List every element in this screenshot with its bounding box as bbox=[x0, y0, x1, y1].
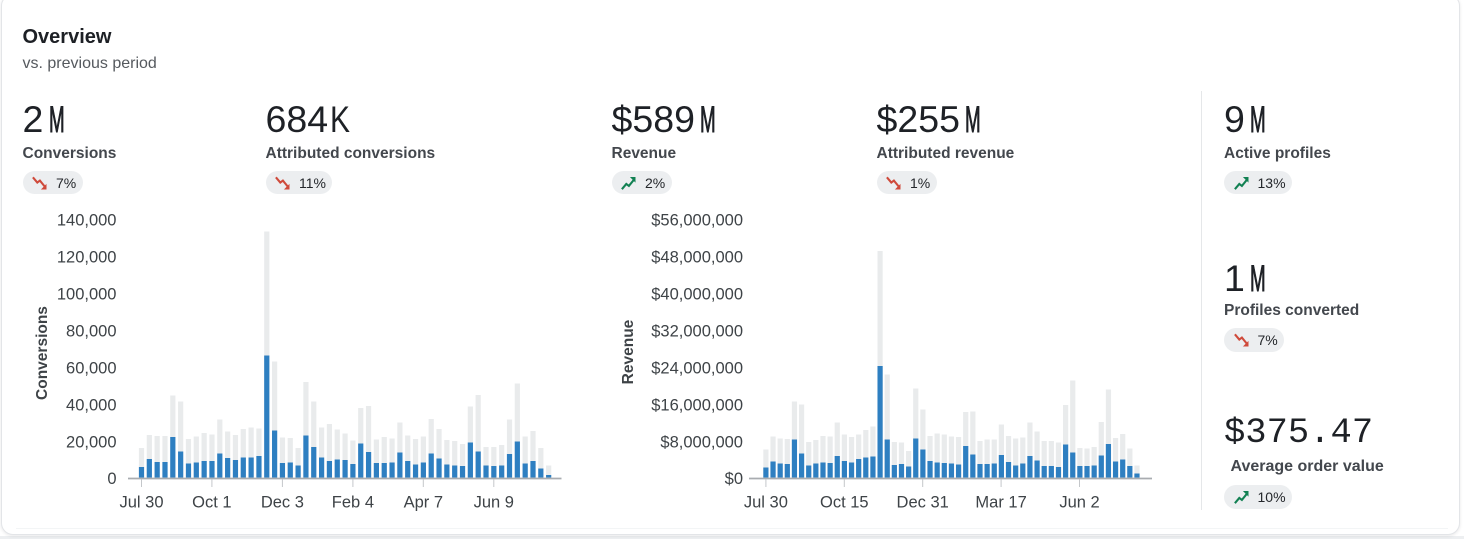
svg-text:Dec 3: Dec 3 bbox=[261, 494, 304, 512]
svg-text:Feb 4: Feb 4 bbox=[332, 494, 374, 512]
svg-text:120,000: 120,000 bbox=[57, 249, 117, 267]
svg-text:100,000: 100,000 bbox=[57, 286, 117, 304]
svg-text:Jul 30: Jul 30 bbox=[119, 494, 163, 512]
svg-text:$40,000,000: $40,000,000 bbox=[651, 286, 743, 304]
svg-text:Jun 9: Jun 9 bbox=[474, 494, 514, 512]
svg-text:Revenue: Revenue bbox=[620, 319, 637, 384]
svg-text:Jul 30: Jul 30 bbox=[744, 494, 788, 512]
svg-text:$16,000,000: $16,000,000 bbox=[651, 396, 743, 414]
svg-text:140,000: 140,000 bbox=[57, 212, 117, 230]
svg-text:Mar 17: Mar 17 bbox=[975, 494, 1026, 512]
svg-text:Dec 31: Dec 31 bbox=[897, 494, 949, 512]
svg-text:$56,000,000: $56,000,000 bbox=[651, 212, 743, 230]
svg-text:Conversions: Conversions bbox=[34, 306, 51, 400]
svg-text:20,000: 20,000 bbox=[66, 433, 116, 451]
svg-text:Jun 2: Jun 2 bbox=[1059, 494, 1099, 512]
svg-text:$48,000,000: $48,000,000 bbox=[651, 249, 743, 267]
svg-text:$0: $0 bbox=[725, 470, 743, 488]
svg-text:$24,000,000: $24,000,000 bbox=[651, 359, 743, 377]
svg-text:Oct 1: Oct 1 bbox=[192, 494, 231, 512]
svg-text:$32,000,000: $32,000,000 bbox=[651, 323, 743, 341]
svg-text:Apr 7: Apr 7 bbox=[404, 494, 443, 512]
svg-text:80,000: 80,000 bbox=[66, 323, 116, 341]
svg-text:Oct 15: Oct 15 bbox=[820, 494, 869, 512]
svg-text:0: 0 bbox=[107, 470, 116, 488]
svg-text:$8,000,000: $8,000,000 bbox=[660, 433, 743, 451]
svg-text:60,000: 60,000 bbox=[66, 359, 116, 377]
svg-text:40,000: 40,000 bbox=[66, 396, 116, 414]
